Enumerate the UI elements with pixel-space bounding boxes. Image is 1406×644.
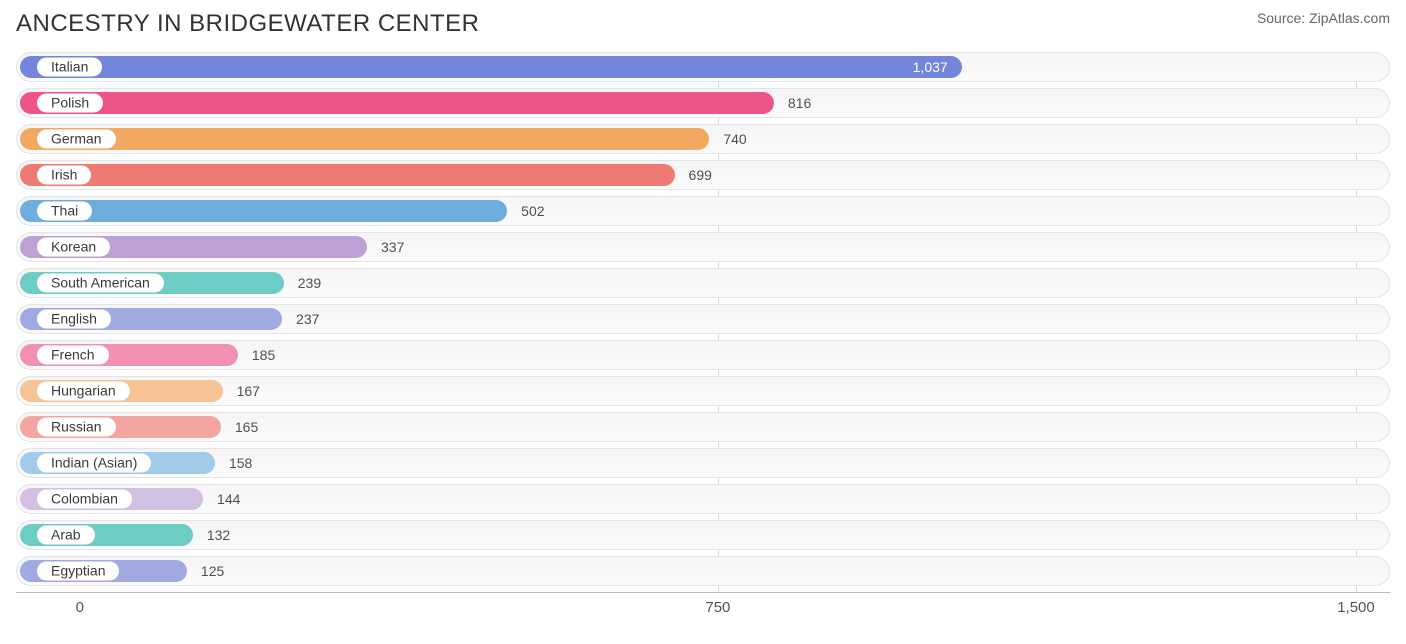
bar-label: Colombian — [37, 490, 132, 509]
bar-row: Arab 132 — [16, 520, 1390, 550]
chart-area: Italian 1,037 Polish 816 German 740 Irish 699 Th… — [0, 44, 1406, 622]
bar-value: 239 — [298, 275, 321, 291]
bar-value: 337 — [381, 239, 404, 255]
bar-value: 740 — [723, 131, 746, 147]
bar-row: Hungarian 167 — [16, 376, 1390, 406]
bar-value: 699 — [689, 167, 712, 183]
bar-value: 167 — [237, 383, 260, 399]
bar-label: Hungarian — [37, 382, 130, 401]
bar-value: 237 — [296, 311, 319, 327]
bar-label: French — [37, 346, 109, 365]
bar-label: Korean — [37, 238, 110, 257]
bar-row: Indian (Asian) 158 — [16, 448, 1390, 478]
x-tick: 750 — [705, 599, 730, 616]
bar-row: South American 239 — [16, 268, 1390, 298]
bar — [20, 164, 675, 186]
bar — [20, 92, 774, 114]
bar-label: Indian (Asian) — [37, 454, 151, 473]
bar-value: 1,037 — [913, 59, 948, 75]
bar-label: South American — [37, 274, 164, 293]
bar-value: 502 — [521, 203, 544, 219]
bar — [20, 200, 507, 222]
bar-row: Polish 816 — [16, 88, 1390, 118]
bar-row: French 185 — [16, 340, 1390, 370]
bar-label: Italian — [37, 58, 102, 77]
bar-row: English 237 — [16, 304, 1390, 334]
bar-value: 125 — [201, 563, 224, 579]
bar-row: Italian 1,037 — [16, 52, 1390, 82]
bar-value: 165 — [235, 419, 258, 435]
bar-label: English — [37, 310, 111, 329]
bar-value: 185 — [252, 347, 275, 363]
bar-value: 816 — [788, 95, 811, 111]
bar-row: Irish 699 — [16, 160, 1390, 190]
bar — [20, 128, 709, 150]
bar-rows: Italian 1,037 Polish 816 German 740 Irish 699 Th… — [16, 52, 1390, 586]
bar-label: Thai — [37, 202, 92, 221]
bar-label: Russian — [37, 418, 116, 437]
chart-title: ANCESTRY IN BRIDGEWATER CENTER — [16, 10, 480, 38]
bar-row: Egyptian 125 — [16, 556, 1390, 586]
chart-header: ANCESTRY IN BRIDGEWATER CENTER Source: Z… — [0, 0, 1406, 44]
bar — [20, 56, 962, 78]
bar-row: Thai 502 — [16, 196, 1390, 226]
bar-label: Arab — [37, 526, 95, 545]
bar-value: 132 — [207, 527, 230, 543]
x-tick: 1,500 — [1337, 599, 1375, 616]
x-tick: 0 — [76, 599, 84, 616]
bar-label: German — [37, 130, 116, 149]
bar-label: Irish — [37, 166, 91, 185]
bar-row: Colombian 144 — [16, 484, 1390, 514]
chart-source: Source: ZipAtlas.com — [1257, 10, 1390, 26]
bar-row: Russian 165 — [16, 412, 1390, 442]
bar-value: 158 — [229, 455, 252, 471]
bar-label: Egyptian — [37, 562, 119, 581]
bar-row: German 740 — [16, 124, 1390, 154]
bar-label: Polish — [37, 94, 103, 113]
x-axis: 0 750 1,500 — [16, 592, 1390, 622]
bar-value: 144 — [217, 491, 240, 507]
bar-row: Korean 337 — [16, 232, 1390, 262]
